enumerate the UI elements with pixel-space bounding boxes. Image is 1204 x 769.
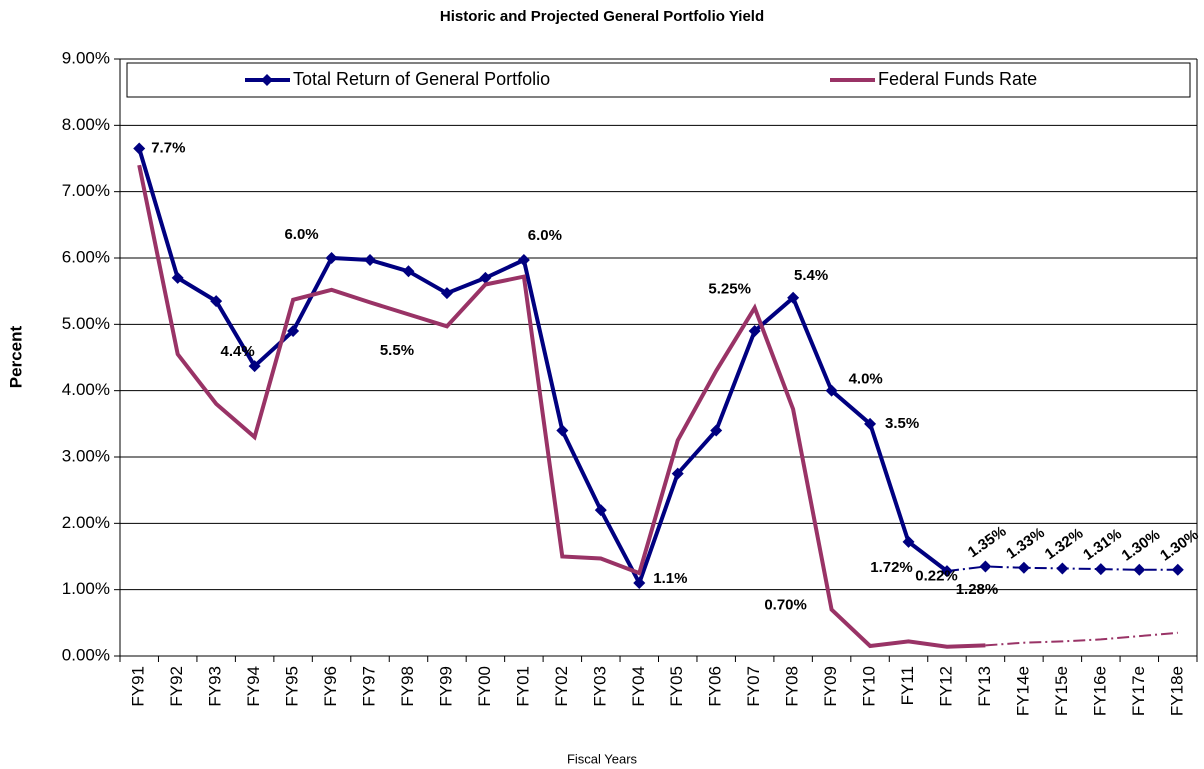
- x-tick-label: FY94: [244, 666, 263, 707]
- y-tick-label: 6.00%: [62, 247, 110, 266]
- marker: [364, 253, 377, 266]
- x-tick-label: FY10: [860, 666, 879, 707]
- data-label: 1.30%: [1157, 526, 1202, 564]
- marker: [556, 424, 569, 437]
- marker: [402, 265, 415, 278]
- marker: [210, 295, 223, 308]
- data-label: 1.35%: [965, 523, 1010, 561]
- marker: [325, 252, 338, 264]
- marker: [133, 142, 146, 155]
- marker: [287, 324, 300, 337]
- data-label: 6.0%: [528, 227, 562, 244]
- data-label: 5.25%: [708, 281, 751, 298]
- legend-label: Total Return of General Portfolio: [293, 69, 550, 89]
- data-label: 1.28%: [956, 581, 999, 598]
- data-label: 0.22%: [915, 567, 958, 584]
- x-tick-label: FY16e: [1090, 666, 1109, 716]
- marker: [787, 291, 800, 304]
- data-label: 1.1%: [653, 570, 687, 587]
- data-label: 0.70%: [764, 597, 807, 614]
- marker: [1094, 563, 1107, 576]
- data-label: 4.4%: [221, 343, 255, 360]
- data-label: 7.7%: [151, 140, 185, 157]
- x-tick-label: FY15e: [1052, 666, 1071, 716]
- x-tick-label: FY00: [475, 666, 494, 707]
- legend-label: Federal Funds Rate: [878, 69, 1037, 89]
- x-tick-label: FY99: [436, 666, 455, 707]
- x-tick-label: FY13: [975, 666, 994, 707]
- x-tick-label: FY02: [552, 666, 571, 707]
- marker: [479, 271, 492, 284]
- marker: [710, 424, 723, 437]
- x-tick-label: FY03: [590, 666, 609, 707]
- data-label: 6.0%: [284, 226, 318, 243]
- marker: [633, 577, 646, 590]
- x-tick-label: FY04: [629, 666, 648, 707]
- y-tick-label: 1.00%: [62, 579, 110, 598]
- line-projected: [985, 631, 1178, 647]
- y-tick-label: 9.00%: [62, 48, 110, 67]
- marker: [902, 535, 915, 548]
- x-tick-label: FY93: [206, 666, 225, 707]
- marker: [1171, 563, 1184, 576]
- legend-box: [126, 62, 1191, 98]
- data-label: 5.5%: [380, 342, 414, 359]
- data-label: 1.30%: [1119, 526, 1164, 564]
- x-tick-label: FY12: [936, 666, 955, 707]
- data-label: 3.5%: [885, 415, 919, 432]
- data-label: 5.4%: [794, 267, 828, 284]
- x-tick-label: FY08: [783, 666, 802, 707]
- y-tick-label: 4.00%: [62, 380, 110, 399]
- y-tick-label: 2.00%: [62, 513, 110, 532]
- marker: [517, 253, 530, 266]
- y-tick-label: 0.00%: [62, 645, 110, 664]
- data-label: 4.0%: [849, 371, 883, 388]
- x-tick-label: FY05: [667, 666, 686, 707]
- marker: [1056, 562, 1069, 575]
- x-tick-label: FY91: [129, 666, 148, 707]
- y-axis-title: Percent: [6, 325, 25, 388]
- x-tick-label: FY14e: [1013, 666, 1032, 716]
- y-tick-label: 8.00%: [62, 115, 110, 134]
- x-tick-label: FY95: [283, 666, 302, 707]
- y-tick-label: 5.00%: [62, 314, 110, 333]
- marker: [671, 467, 684, 480]
- x-tick-label: FY06: [706, 666, 725, 707]
- chart-title: Historic and Projected General Portfolio…: [440, 8, 764, 25]
- marker: [748, 324, 761, 337]
- marker: [171, 271, 184, 284]
- marker: [248, 360, 261, 373]
- x-tick-label: FY98: [398, 666, 417, 707]
- y-tick-label: 7.00%: [62, 181, 110, 200]
- x-tick-label: FY07: [744, 666, 763, 707]
- legend: Total Return of General Portfolio Federal…: [126, 62, 1191, 98]
- data-label: 1.31%: [1080, 526, 1125, 564]
- marker: [594, 504, 607, 517]
- line: [137, 164, 986, 649]
- data-label: 1.72%: [870, 559, 913, 576]
- x-tick-label: FY97: [360, 666, 379, 707]
- x-tick-label: FY18e: [1167, 666, 1186, 716]
- x-tick-label: FY92: [167, 666, 186, 707]
- marker: [261, 74, 273, 86]
- x-tick-label: FY01: [513, 666, 532, 707]
- marker: [440, 287, 453, 300]
- data-label: 1.32%: [1042, 525, 1087, 563]
- x-tick-label: FY17e: [1129, 666, 1148, 716]
- line: [137, 147, 949, 588]
- marker: [1133, 563, 1146, 576]
- x-axis-title: Fiscal Years: [567, 751, 638, 766]
- marker: [1017, 561, 1030, 574]
- marker: [825, 384, 838, 397]
- x-tick-label: FY09: [821, 666, 840, 707]
- y-tick-label: 3.00%: [62, 446, 110, 465]
- x-tick-label: FY96: [321, 666, 340, 707]
- marker: [940, 565, 953, 578]
- marker: [979, 560, 992, 573]
- x-tick-label: FY11: [898, 666, 917, 705]
- data-label: 1.33%: [1003, 524, 1048, 562]
- marker: [864, 417, 877, 430]
